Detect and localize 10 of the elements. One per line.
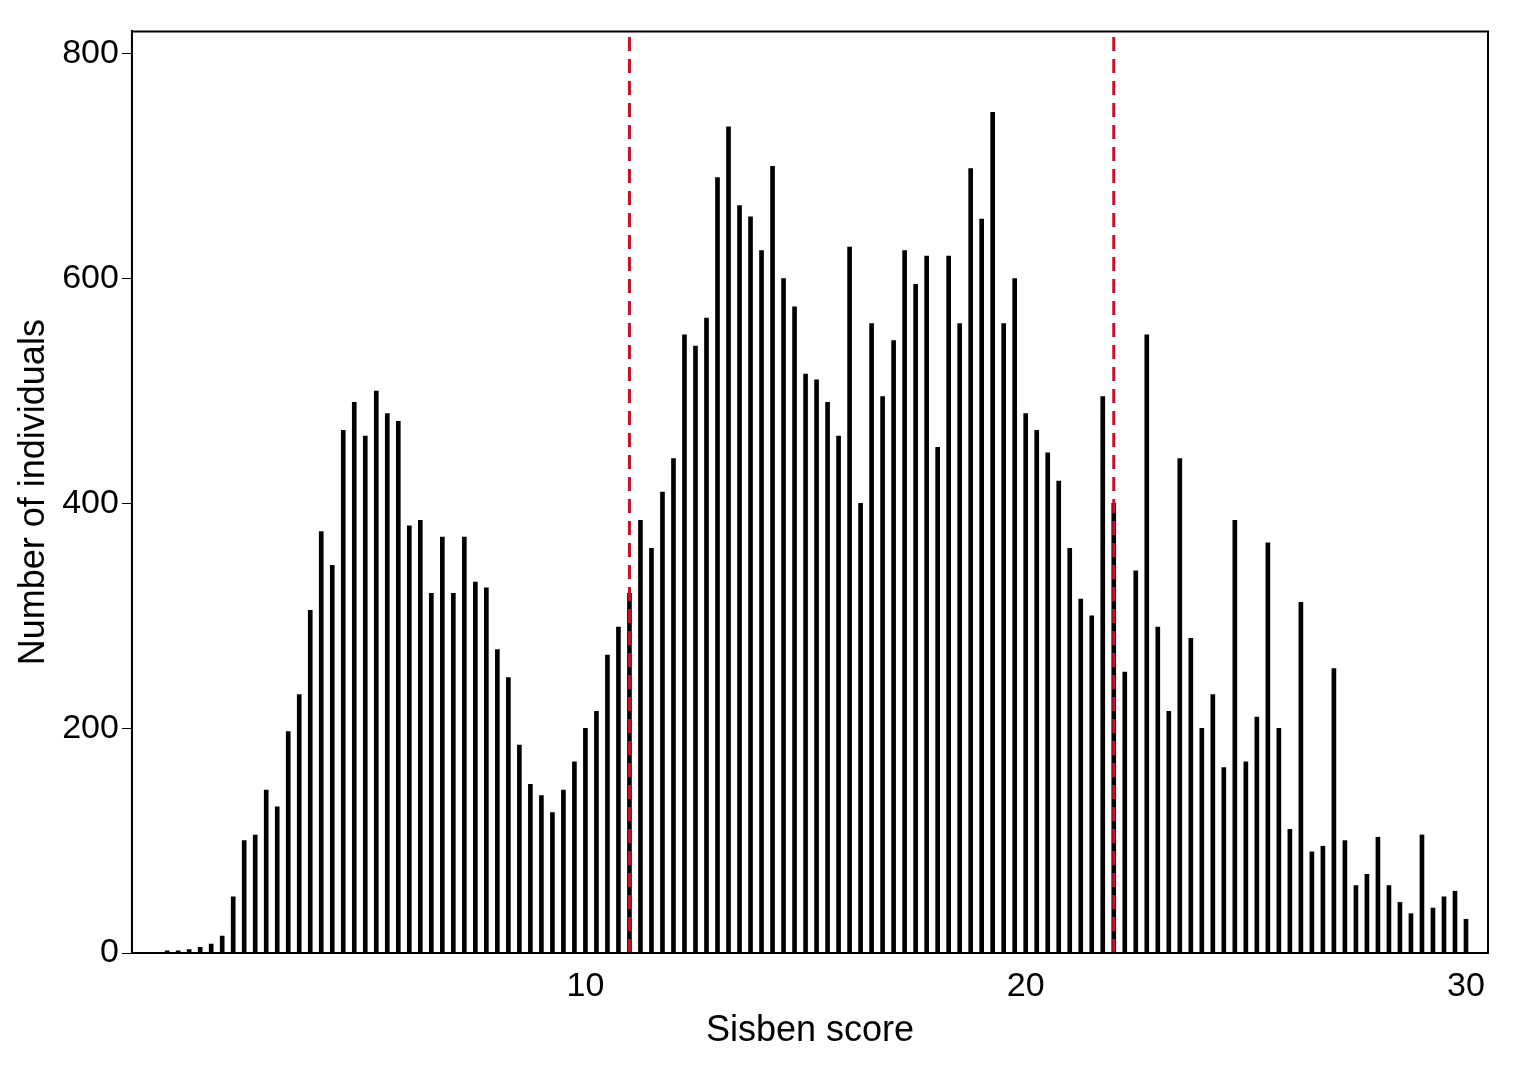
- y-tick-label: 800: [62, 32, 119, 71]
- x-axis-title: Sisben score: [705, 1008, 915, 1050]
- y-tick-label: 400: [62, 481, 119, 520]
- y-axis-title: Number of individuals: [10, 319, 52, 666]
- x-tick-label: 10: [566, 964, 605, 1003]
- y-tick-label: 600: [62, 257, 119, 296]
- x-tick-label: 30: [1447, 964, 1485, 1003]
- x-tick-label: 20: [1006, 964, 1045, 1003]
- y-tick-label: 0: [100, 931, 119, 970]
- y-tick-label: 200: [62, 706, 119, 745]
